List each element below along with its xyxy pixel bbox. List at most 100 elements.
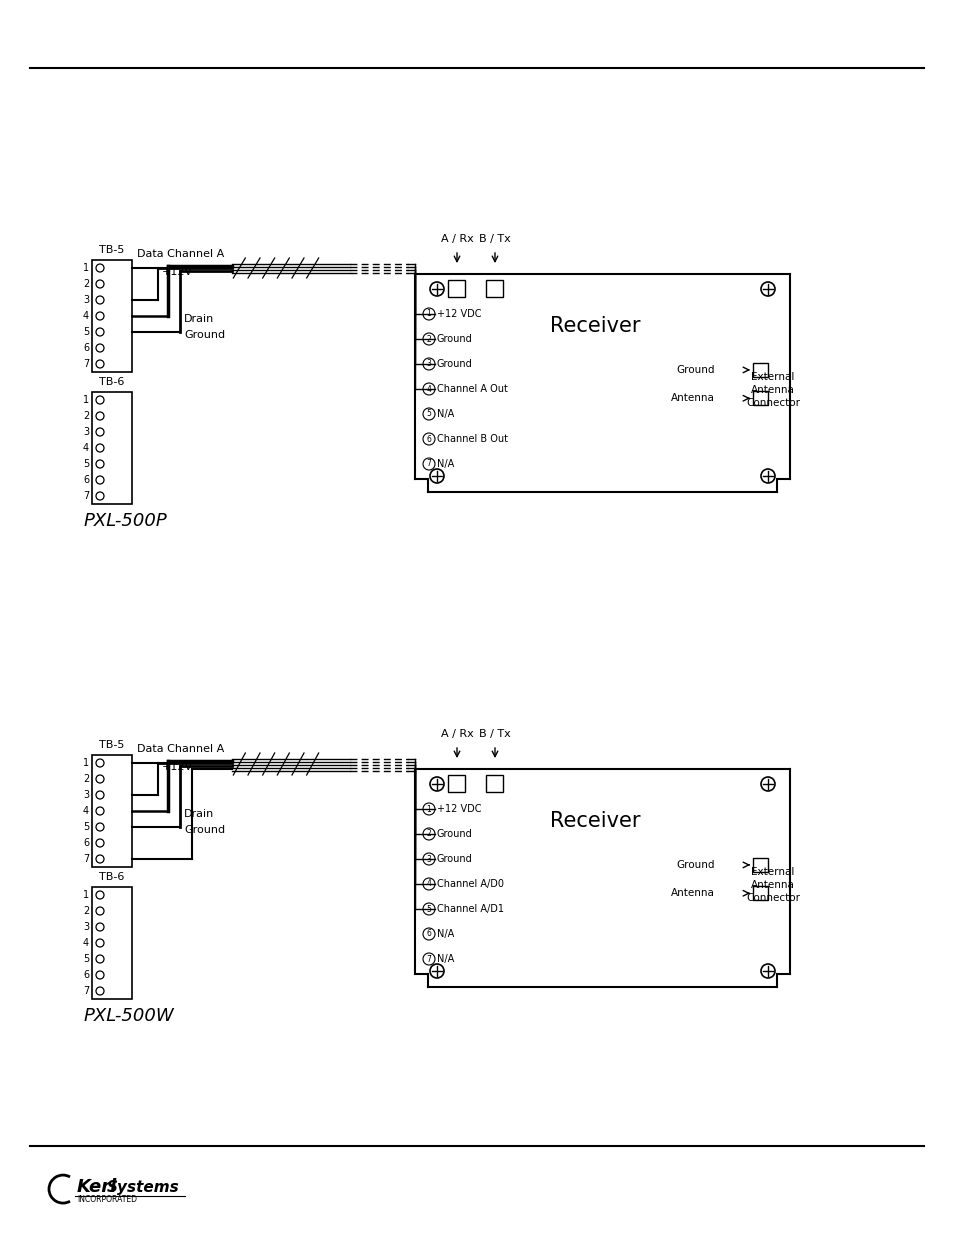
Text: 7: 7 [83,986,89,995]
Circle shape [96,839,104,847]
Circle shape [430,469,443,483]
Text: 1: 1 [83,758,89,768]
Text: Receiver: Receiver [549,316,639,336]
Bar [485,280,502,296]
Circle shape [96,760,104,767]
Circle shape [96,329,104,336]
Text: Ground: Ground [436,853,473,864]
Circle shape [96,412,104,420]
Circle shape [96,359,104,368]
Text: Ground: Ground [436,359,473,369]
Text: 4: 4 [83,311,89,321]
Circle shape [96,445,104,452]
Text: Drain: Drain [184,809,214,819]
Text: 3: 3 [83,295,89,305]
Text: INCORPORATED: INCORPORATED [77,1194,137,1204]
Text: 4: 4 [83,443,89,453]
Text: 4: 4 [426,384,431,394]
Circle shape [422,408,435,420]
Text: 6: 6 [83,839,89,848]
Circle shape [96,987,104,995]
Text: Data Channel A: Data Channel A [137,743,224,755]
Text: 6: 6 [83,343,89,353]
Text: PXL-500W: PXL-500W [84,1007,174,1025]
Circle shape [422,308,435,320]
Circle shape [422,853,435,864]
Text: Data Channel A: Data Channel A [137,249,224,259]
Text: 6: 6 [83,969,89,981]
Circle shape [422,827,435,840]
Circle shape [96,971,104,979]
Text: 6: 6 [426,435,431,443]
Circle shape [96,923,104,931]
Text: 2: 2 [83,906,89,916]
Text: A / Rx: A / Rx [440,729,473,739]
Text: 2: 2 [426,335,431,343]
Text: External
Antenna
Connector: External Antenna Connector [745,867,800,903]
Bar [91,391,132,504]
Text: 5: 5 [83,327,89,337]
Circle shape [96,345,104,352]
Text: 7: 7 [83,853,89,864]
Text: 1: 1 [83,890,89,900]
Text: N/A: N/A [436,929,454,939]
Text: TB-6: TB-6 [99,377,125,387]
Circle shape [422,953,435,965]
Circle shape [422,433,435,445]
Text: Ground: Ground [436,829,473,839]
Circle shape [422,358,435,370]
Text: 3: 3 [426,359,431,368]
Text: 7: 7 [426,459,431,468]
Text: 4: 4 [83,806,89,816]
Text: PXL-500P: PXL-500P [84,513,168,530]
Text: B / Tx: B / Tx [478,233,511,245]
Text: Channel A/D1: Channel A/D1 [436,904,503,914]
Bar [91,755,132,867]
Circle shape [96,492,104,500]
Bar [91,261,132,372]
Text: 3: 3 [83,427,89,437]
Circle shape [96,459,104,468]
Text: Ground: Ground [676,860,714,869]
Text: Receiver: Receiver [549,811,639,831]
Bar [752,858,767,872]
Circle shape [760,469,774,483]
Circle shape [96,939,104,947]
Bar [752,391,767,405]
Circle shape [422,458,435,471]
Text: 1: 1 [426,310,431,319]
Circle shape [430,282,443,296]
Text: A / Rx: A / Rx [440,233,473,245]
Circle shape [422,878,435,890]
Circle shape [422,903,435,915]
Text: Channel B Out: Channel B Out [436,433,507,445]
Circle shape [96,296,104,304]
Bar [91,887,132,999]
Text: 7: 7 [426,955,431,963]
Circle shape [422,927,435,940]
Circle shape [96,823,104,831]
Text: 6: 6 [426,930,431,939]
Circle shape [96,790,104,799]
Circle shape [96,280,104,288]
Text: 1: 1 [83,395,89,405]
Text: 4: 4 [426,879,431,888]
Text: TB-6: TB-6 [99,872,125,882]
Text: 3: 3 [83,790,89,800]
Text: Channel A/D0: Channel A/D0 [436,879,503,889]
Circle shape [96,955,104,963]
Text: Systems: Systems [107,1179,179,1194]
Text: 3: 3 [426,855,431,863]
Text: 4: 4 [83,939,89,948]
Text: 5: 5 [83,823,89,832]
Circle shape [96,312,104,320]
Circle shape [96,776,104,783]
Text: 7: 7 [83,359,89,369]
Circle shape [96,429,104,436]
Text: Keri: Keri [77,1178,117,1195]
Text: TB-5: TB-5 [99,245,125,254]
Bar [485,776,502,792]
Circle shape [96,396,104,404]
Text: Ground: Ground [184,330,225,340]
Circle shape [96,890,104,899]
